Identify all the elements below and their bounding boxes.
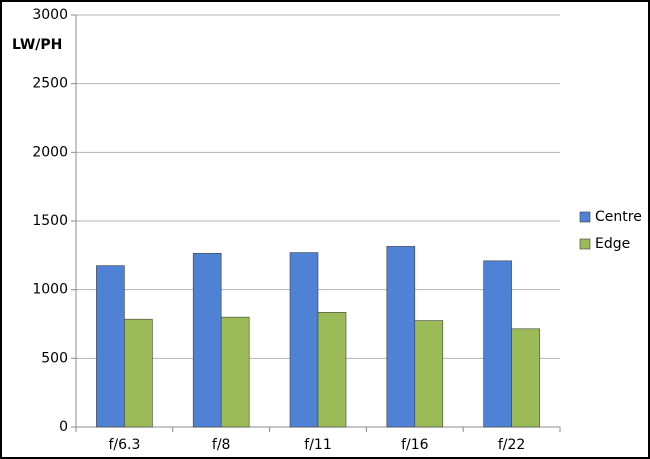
y-tick-label: 3000 (32, 7, 68, 23)
legend-label: Centre (595, 209, 642, 225)
y-tick-label: 2000 (32, 144, 68, 160)
legend-swatch (579, 211, 591, 223)
x-tick-label: f/11 (304, 437, 331, 453)
legend-label: Edge (595, 236, 630, 252)
bar (192, 252, 222, 428)
x-tick-label: f/8 (212, 437, 231, 453)
x-tick-label: f/16 (401, 437, 429, 453)
bar (386, 246, 416, 428)
bar (289, 252, 319, 428)
bar (317, 312, 347, 428)
y-tick-label: 0 (59, 419, 68, 435)
bar (96, 265, 125, 428)
y-tick-label: 1000 (32, 282, 68, 298)
bar (483, 260, 512, 428)
x-tick-label: f/22 (498, 437, 525, 453)
bar (511, 328, 540, 428)
x-tick-label: f/6.3 (108, 437, 140, 453)
bar (414, 320, 444, 428)
bar (220, 316, 250, 428)
y-tick-label: 2500 (32, 76, 68, 92)
y-tick-label: 1500 (32, 213, 68, 229)
legend-swatch (579, 238, 591, 250)
y-tick-label: 500 (41, 350, 68, 366)
y-axis-label: LW/PH (12, 37, 62, 53)
bar (124, 318, 153, 428)
